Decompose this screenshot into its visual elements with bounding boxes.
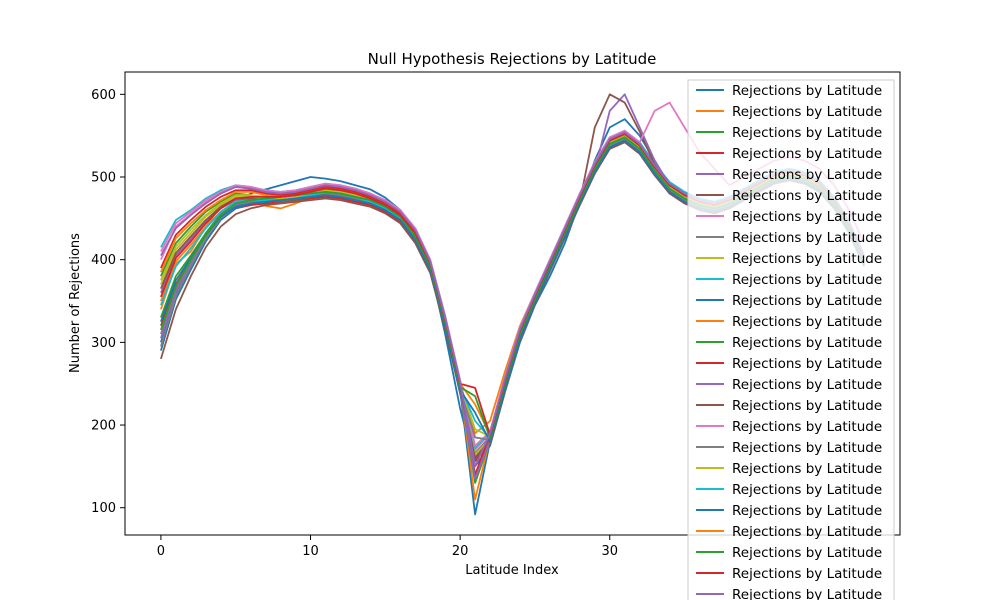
legend-entry-4: Rejections by Latitude (696, 146, 882, 162)
legend-label-17: Rejections by Latitude (732, 419, 882, 435)
legend-entry-11: Rejections by Latitude (696, 293, 882, 309)
legend-entry-10: Rejections by Latitude (696, 272, 882, 288)
y-tick-label-1: 100 (91, 501, 116, 516)
legend-label-14: Rejections by Latitude (732, 356, 882, 372)
legend-label-2: Rejections by Latitude (732, 104, 882, 120)
legend-label-11: Rejections by Latitude (732, 293, 882, 309)
legend-entry-1: Rejections by Latitude (696, 83, 882, 99)
legend-label-23: Rejections by Latitude (732, 545, 882, 561)
legend-label-8: Rejections by Latitude (732, 230, 882, 246)
legend-label-5: Rejections by Latitude (732, 167, 882, 183)
legend-entry-19: Rejections by Latitude (696, 461, 882, 477)
x-tick-label-3: 20 (452, 544, 469, 559)
legend-label-16: Rejections by Latitude (732, 398, 882, 414)
legend-entry-5: Rejections by Latitude (696, 167, 882, 183)
x-tick-label-2: 10 (302, 544, 319, 559)
y-axis: 100 200 300 400 500 600 (91, 88, 125, 516)
legend-entry-9: Rejections by Latitude (696, 251, 882, 267)
legend-label-1: Rejections by Latitude (732, 83, 882, 99)
legend-label-19: Rejections by Latitude (732, 461, 882, 477)
legend-entry-7: Rejections by Latitude (696, 209, 882, 225)
legend-label-7: Rejections by Latitude (732, 209, 882, 225)
legend-entry-21: Rejections by Latitude (696, 503, 882, 519)
y-tick-label-6: 600 (91, 88, 116, 103)
legend-entry-13: Rejections by Latitude (696, 335, 882, 351)
y-tick-label-5: 500 (91, 171, 116, 186)
legend-label-3: Rejections by Latitude (732, 125, 882, 141)
x-tick-label-1: 0 (157, 544, 165, 559)
y-tick-label-4: 400 (91, 253, 116, 268)
legend-label-12: Rejections by Latitude (732, 314, 882, 330)
legend-label-4: Rejections by Latitude (732, 146, 882, 162)
legend-label-21: Rejections by Latitude (732, 503, 882, 519)
legend-label-13: Rejections by Latitude (732, 335, 882, 351)
legend-entry-18: Rejections by Latitude (696, 440, 882, 456)
legend: Rejections by Latitude Rejections by Lati… (687, 79, 895, 600)
legend-label-20: Rejections by Latitude (732, 482, 882, 498)
legend-label-22: Rejections by Latitude (732, 524, 882, 540)
legend-label-24: Rejections by Latitude (732, 566, 882, 582)
y-tick-label-3: 300 (91, 336, 116, 351)
legend-entry-16: Rejections by Latitude (696, 398, 882, 414)
legend-label-10: Rejections by Latitude (732, 272, 882, 288)
plot-frame (124, 71, 901, 536)
y-axis-label: Number of Rejections (68, 233, 83, 373)
legend-entry-25: Rejections by Latitude (696, 587, 882, 600)
chart-title: Null Hypothesis Rejections by Latitude (368, 50, 657, 68)
legend-label-6: Rejections by Latitude (732, 188, 882, 204)
legend-label-15: Rejections by Latitude (732, 377, 882, 393)
legend-entry-17: Rejections by Latitude (696, 419, 882, 435)
legend-entry-8: Rejections by Latitude (696, 230, 882, 246)
legend-entry-3: Rejections by Latitude (696, 125, 882, 141)
x-tick-label-4: 30 (601, 544, 618, 559)
x-axis: 0 10 20 30 (157, 535, 618, 559)
legend-entry-20: Rejections by Latitude (696, 482, 882, 498)
y-tick-label-2: 200 (91, 419, 116, 434)
legend-entry-2: Rejections by Latitude (696, 104, 882, 120)
legend-entry-24: Rejections by Latitude (696, 566, 882, 582)
x-axis-label: Latitude Index (465, 563, 559, 578)
legend-entry-23: Rejections by Latitude (696, 545, 882, 561)
legend-entry-12: Rejections by Latitude (696, 314, 882, 330)
legend-entry-6: Rejections by Latitude (696, 188, 882, 204)
legend-box (687, 79, 895, 600)
legend-label-18: Rejections by Latitude (732, 440, 882, 456)
legend-entry-14: Rejections by Latitude (696, 356, 882, 372)
legend-label-9: Rejections by Latitude (732, 251, 882, 267)
legend-entry-22: Rejections by Latitude (696, 524, 882, 540)
legend-entry-15: Rejections by Latitude (696, 377, 882, 393)
legend-label-25: Rejections by Latitude (732, 587, 882, 600)
